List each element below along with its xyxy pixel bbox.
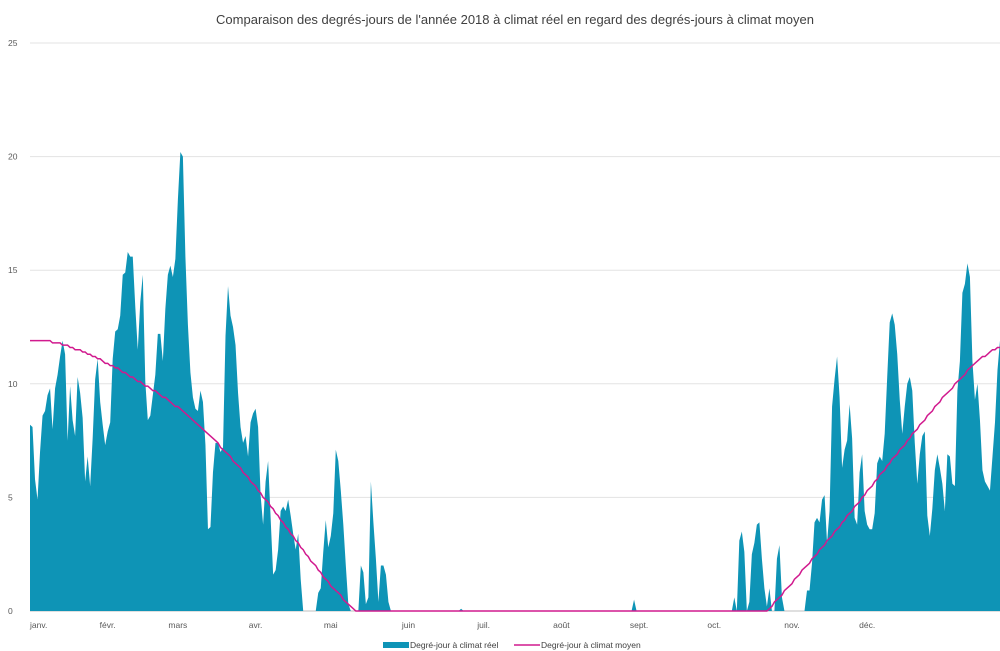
x-tick-label: août [553,620,570,630]
x-tick-label: déc. [859,620,875,630]
y-axis-ticks: 0 5 10 15 20 25 [8,38,18,616]
x-tick-label: juil. [476,620,490,630]
x-tick-label: mai [324,620,338,630]
y-tick-label: 0 [8,606,13,616]
x-tick-label: janv. [29,620,47,630]
legend-label-reel: Degré-jour à climat réel [410,640,498,650]
chart-title: Comparaison des degrés-jours de l'année … [216,12,814,27]
x-tick-label: mars [168,620,187,630]
x-axis-ticks: janv. févr. mars avr. mai juin juil. août sept. o… [29,620,875,630]
x-tick-label: nov. [784,620,799,630]
y-tick-label: 10 [8,379,18,389]
x-tick-label: avr. [249,620,263,630]
x-tick-label: févr. [100,620,116,630]
y-tick-label: 5 [8,492,13,502]
plot-area [30,152,1000,612]
series-area-reel [30,152,1000,611]
series-line-moyen [30,339,1000,612]
y-tick-label: 15 [8,265,18,275]
legend-label-moyen: Degré-jour à climat moyen [541,640,641,650]
x-tick-label: sept. [630,620,648,630]
y-tick-label: 20 [8,152,18,162]
legend: Degré-jour à climat réel Degré-jour à cl… [383,640,641,650]
x-tick-label: oct. [707,620,721,630]
legend-swatch-reel [383,642,409,648]
legend-item-moyen[interactable]: Degré-jour à climat moyen [514,640,641,650]
y-tick-label: 25 [8,38,18,48]
legend-item-reel[interactable]: Degré-jour à climat réel [383,640,498,650]
x-tick-label: juin [401,620,416,630]
